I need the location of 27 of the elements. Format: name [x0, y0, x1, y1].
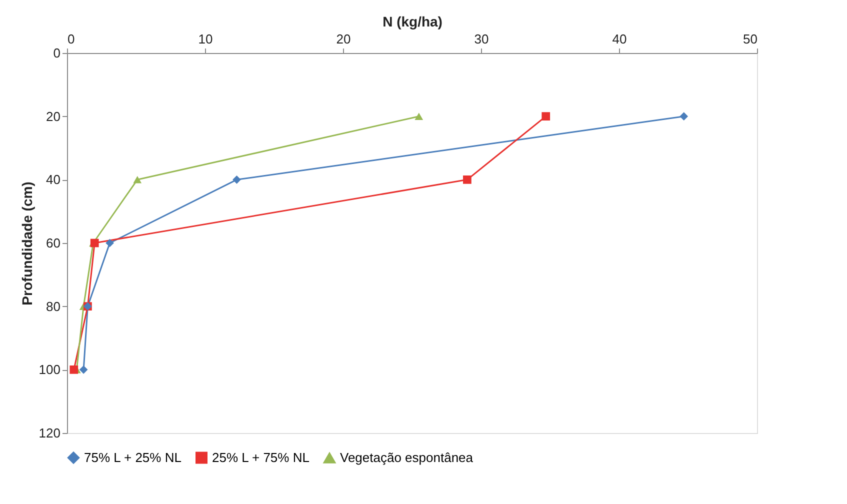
- y-tick-label: 60: [46, 236, 60, 250]
- x-tick-label: 50: [743, 32, 758, 46]
- y-tick-label: 120: [38, 426, 60, 440]
- point: [414, 112, 424, 120]
- point: [79, 365, 88, 374]
- y-tick-label: 0: [53, 46, 60, 60]
- point: [232, 175, 241, 184]
- y-tick-label: 80: [46, 298, 60, 314]
- y-tick-label: 20: [46, 108, 60, 124]
- y-axis-title: Profundidade (cm): [18, 182, 35, 306]
- y-tick-label: 40: [46, 172, 60, 188]
- x-tick-label: 10: [198, 32, 213, 46]
- x-axis-title: N (kg/ha): [382, 14, 442, 30]
- point: [70, 365, 78, 374]
- point: [106, 238, 114, 248]
- x-tick-label: 20: [336, 32, 351, 46]
- x-tick-label: 40: [612, 32, 627, 46]
- point: [542, 112, 550, 121]
- point: [133, 176, 142, 184]
- legend-label: 75% L + 25% NL: [84, 450, 182, 465]
- legend-label: 25% L + 75% NL: [212, 450, 310, 465]
- x-tick-label: 0: [68, 32, 75, 46]
- legend-label: Vegetação espontânea: [340, 450, 474, 466]
- y-tick-label: 100: [38, 362, 60, 378]
- point: [463, 175, 472, 184]
- point: [680, 112, 688, 121]
- x-tick-label: 30: [474, 32, 489, 46]
